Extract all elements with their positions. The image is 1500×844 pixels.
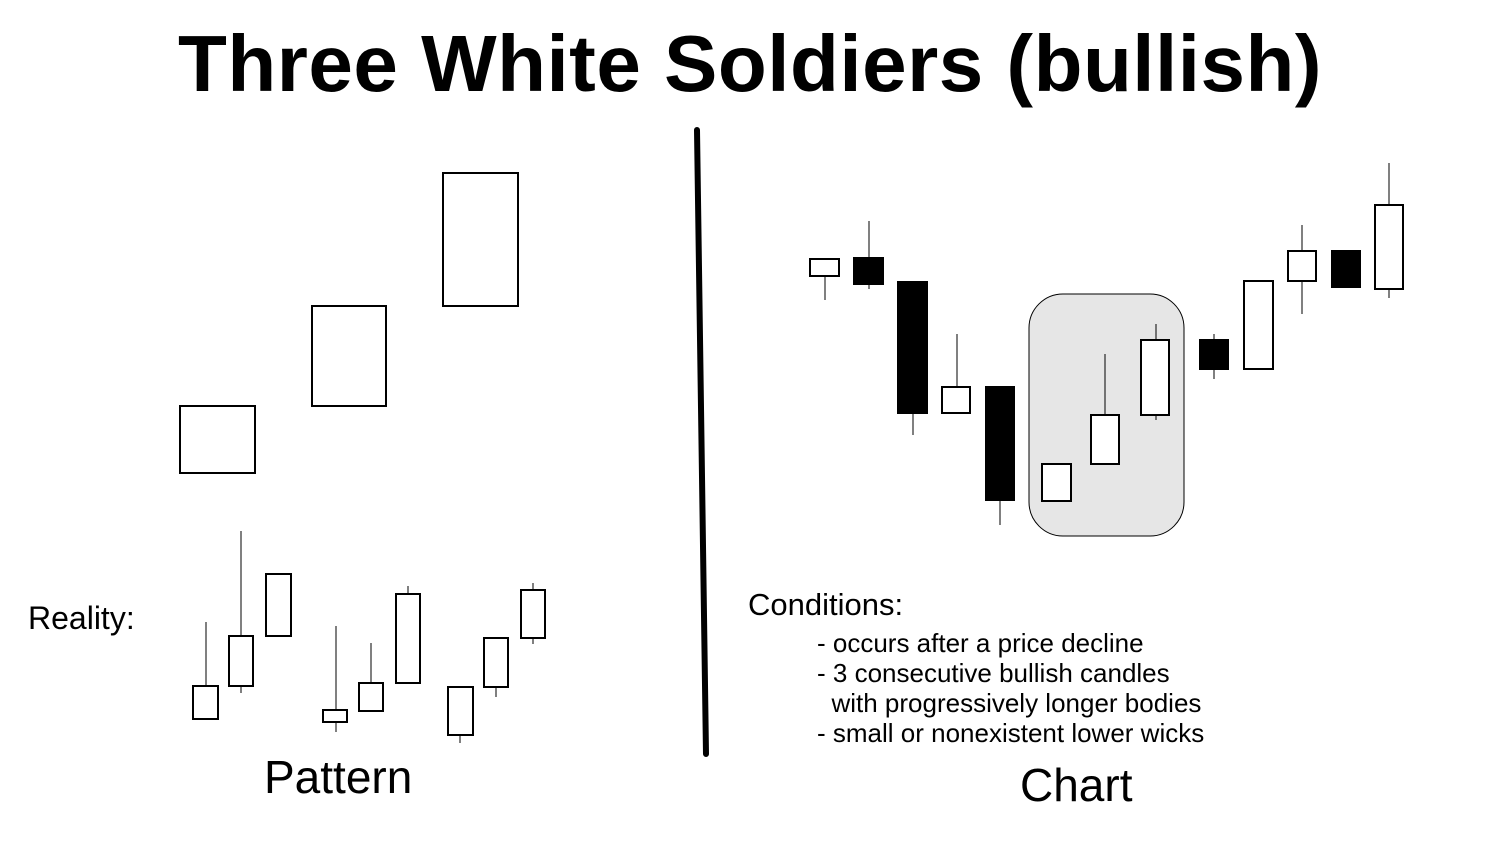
condition-item: - 3 consecutive bullish candles: [817, 658, 1170, 688]
condition-item: with progressively longer bodies: [817, 688, 1202, 718]
chart-candle: [1243, 280, 1274, 370]
reality-label: Reality:: [28, 600, 135, 636]
reality-candle: [358, 682, 384, 712]
pattern-label: Pattern: [264, 751, 413, 803]
chart-candle: [1374, 204, 1404, 290]
chart-candle: [853, 257, 884, 285]
chart-candle: [985, 386, 1015, 501]
reality-candle: [520, 589, 546, 639]
soldier-candle-2: [1090, 414, 1120, 465]
soldier-candle-1: [1041, 463, 1072, 502]
chart-candle: [1199, 339, 1229, 370]
reality-candle: [265, 573, 292, 637]
chart-candles: [809, 163, 1404, 525]
chart-candle: [809, 258, 840, 277]
page-title: Three White Soldiers (bullish): [178, 19, 1322, 108]
chart-candle: [1287, 250, 1317, 282]
ideal-pattern: [179, 172, 519, 474]
reality-candle: [228, 635, 254, 687]
soldier-candle-3: [1140, 339, 1170, 416]
condition-item: - small or nonexistent lower wicks: [817, 718, 1205, 748]
chart-candle: [941, 386, 971, 414]
reality-examples: [192, 531, 546, 743]
ideal-candle-1: [179, 405, 256, 474]
reality-candle: [483, 637, 509, 688]
ideal-candle-2: [311, 305, 387, 407]
divider-line: [694, 127, 709, 757]
chart-label: Chart: [1020, 759, 1133, 811]
reality-candle: [322, 709, 348, 723]
condition-item: - occurs after a price decline: [817, 628, 1144, 658]
reality-candle: [447, 686, 474, 736]
chart-candle: [897, 281, 928, 414]
reality-candle: [395, 593, 421, 684]
conditions-list: - occurs after a price decline - 3 conse…: [817, 628, 1204, 748]
conditions-heading: Conditions:: [748, 587, 904, 622]
ideal-candle-3: [442, 172, 519, 307]
reality-candle: [192, 685, 219, 720]
chart-candle: [1331, 250, 1361, 288]
